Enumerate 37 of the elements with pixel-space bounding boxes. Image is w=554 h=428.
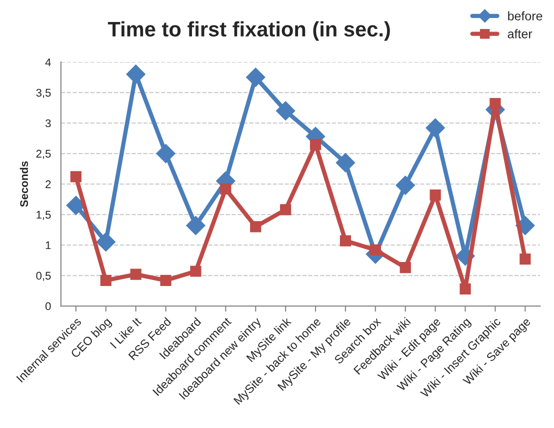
point: [276, 101, 296, 120]
point: [280, 204, 292, 216]
y-tick-label: 1: [46, 241, 51, 250]
legend-label: after: [508, 29, 532, 38]
point: [100, 274, 112, 286]
y-axis-title: Seconds: [20, 161, 28, 207]
point: [190, 266, 202, 277]
y-tick-label: 1,5: [36, 210, 51, 220]
point: [400, 262, 411, 274]
point: [396, 176, 415, 195]
y-tick-label: 3,5: [36, 88, 51, 98]
y-tick-label: 4: [45, 58, 51, 66]
y-tick-label: 2,5: [36, 150, 51, 159]
point: [490, 98, 501, 110]
legend-label: before: [508, 11, 542, 20]
point: [430, 189, 441, 201]
point: [160, 274, 172, 286]
point: [426, 118, 445, 138]
point: [520, 254, 531, 265]
point: [310, 138, 322, 150]
point: [220, 183, 232, 194]
point: [126, 64, 146, 84]
point: [96, 232, 116, 252]
y-tick-label: 0,5: [36, 272, 51, 281]
point: [460, 283, 471, 294]
chart-title: Time to first fixation (in sec.): [108, 21, 390, 41]
point: [336, 153, 356, 172]
y-tick-label: 3: [45, 119, 51, 128]
y-tick-label: 0: [45, 302, 51, 310]
point: [130, 268, 142, 280]
point: [70, 171, 82, 182]
point: [250, 221, 262, 232]
point: [156, 144, 176, 164]
y-tick-label: 2: [46, 180, 51, 188]
point: [340, 235, 352, 246]
point: [186, 216, 206, 236]
point: [246, 68, 266, 87]
